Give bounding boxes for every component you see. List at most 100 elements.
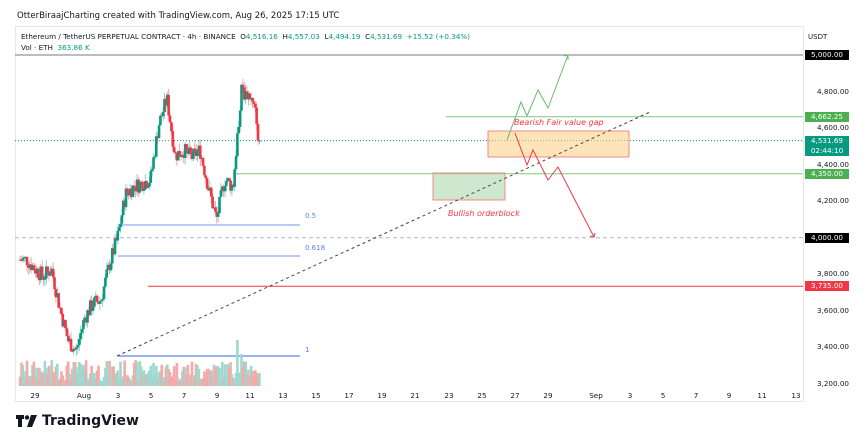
candle-body — [20, 259, 23, 261]
candle-body — [164, 98, 168, 106]
x-axis-label: 29 — [30, 391, 40, 400]
fib-0618-label: 0.618 — [305, 244, 326, 252]
candle-body — [159, 115, 162, 126]
volume-bar — [40, 372, 44, 386]
volume-bar — [51, 371, 55, 386]
candle-body — [198, 145, 202, 159]
volume-bar — [241, 366, 245, 386]
x-axis-label: 7 — [693, 391, 699, 400]
volume-bar — [65, 365, 69, 386]
low-value: 4,494.19 — [328, 32, 361, 41]
volume-bar — [105, 361, 109, 386]
candle-body — [130, 188, 133, 198]
volume-bar — [110, 366, 114, 386]
volume-bar — [50, 360, 54, 386]
volume-bar — [220, 361, 224, 386]
volume-bar — [117, 378, 121, 386]
candle-body — [212, 207, 216, 209]
volume-bar — [54, 366, 58, 386]
candle-body — [132, 185, 136, 188]
volume-bar — [77, 361, 81, 386]
volume-bar — [242, 361, 246, 386]
candle-body — [33, 270, 37, 274]
x-axis-label: Sep — [589, 391, 603, 400]
bearish-fvg-zone — [487, 130, 630, 158]
volume-bar — [209, 370, 213, 386]
candle-body — [218, 196, 221, 214]
candle-body — [156, 136, 159, 139]
candle-body — [256, 123, 260, 141]
candle-body — [109, 263, 113, 271]
candle-body — [165, 94, 169, 106]
volume-bar — [71, 368, 74, 386]
volume-bar — [62, 381, 66, 386]
volume-bar — [153, 377, 157, 386]
price-tag: 4,000.00 — [805, 232, 849, 243]
candle-body — [73, 348, 77, 350]
price-axis[interactable] — [803, 26, 854, 402]
volume-bar — [252, 377, 256, 386]
arrow-up-icon — [563, 54, 569, 60]
volume-bar — [205, 369, 209, 386]
volume-bar — [247, 369, 250, 386]
volume-bar — [211, 379, 214, 386]
arrow-down-icon — [589, 232, 596, 238]
candle-body — [108, 264, 111, 271]
volume-bar — [170, 376, 173, 386]
volume-bar — [245, 374, 249, 386]
volume-bar — [187, 378, 191, 386]
candle-body — [248, 93, 252, 100]
candle-body — [160, 115, 164, 117]
volume-bar — [226, 364, 230, 386]
candle-body — [128, 188, 132, 196]
volume-bar — [33, 376, 37, 386]
candle-body — [101, 299, 104, 301]
volume-bar — [127, 377, 131, 386]
x-axis-label: 11 — [245, 391, 255, 400]
volume-bar — [159, 371, 162, 386]
volume-bar — [135, 361, 139, 386]
volume-bar — [172, 366, 176, 386]
candle-body — [21, 258, 25, 261]
volume-bar — [49, 374, 52, 386]
candle-body — [227, 178, 231, 181]
candle-body — [104, 277, 107, 287]
volume-bar — [230, 374, 234, 386]
candle-body — [230, 184, 234, 191]
candle-body — [126, 188, 129, 194]
high-value: 4,557.03 — [287, 32, 320, 41]
candle-body — [32, 265, 36, 271]
tradingview-logo[interactable]: TradingView — [16, 413, 139, 429]
open-value: 4,516.16 — [245, 32, 278, 41]
volume-bar — [253, 370, 257, 386]
candle-body — [193, 148, 197, 150]
candle-body — [170, 122, 173, 132]
candle-body — [97, 301, 100, 304]
volume-bar — [142, 370, 146, 386]
candle-body — [258, 140, 261, 142]
volume-bar — [128, 379, 132, 386]
candle-body — [119, 223, 122, 228]
candle-body — [102, 286, 106, 300]
candle-body — [205, 178, 209, 189]
candle-body — [194, 149, 198, 157]
candle-body — [237, 126, 241, 134]
volume-bar — [22, 376, 26, 386]
candle-body — [127, 193, 131, 196]
volume-bar — [248, 375, 252, 386]
volume-bar — [61, 375, 65, 386]
currency-label[interactable]: USDT — [808, 33, 828, 41]
volume-bar — [83, 366, 87, 386]
volume-bar — [95, 370, 99, 386]
candle-body — [95, 295, 99, 302]
volume-bar — [27, 377, 30, 386]
candle-body — [148, 182, 151, 187]
volume-bar — [222, 379, 225, 386]
ascending-trendline — [116, 111, 651, 357]
candle-body — [99, 300, 103, 302]
candle-body — [189, 147, 192, 154]
candle-body — [80, 329, 84, 333]
volume-bar — [39, 371, 43, 386]
volume-bar — [219, 380, 223, 386]
